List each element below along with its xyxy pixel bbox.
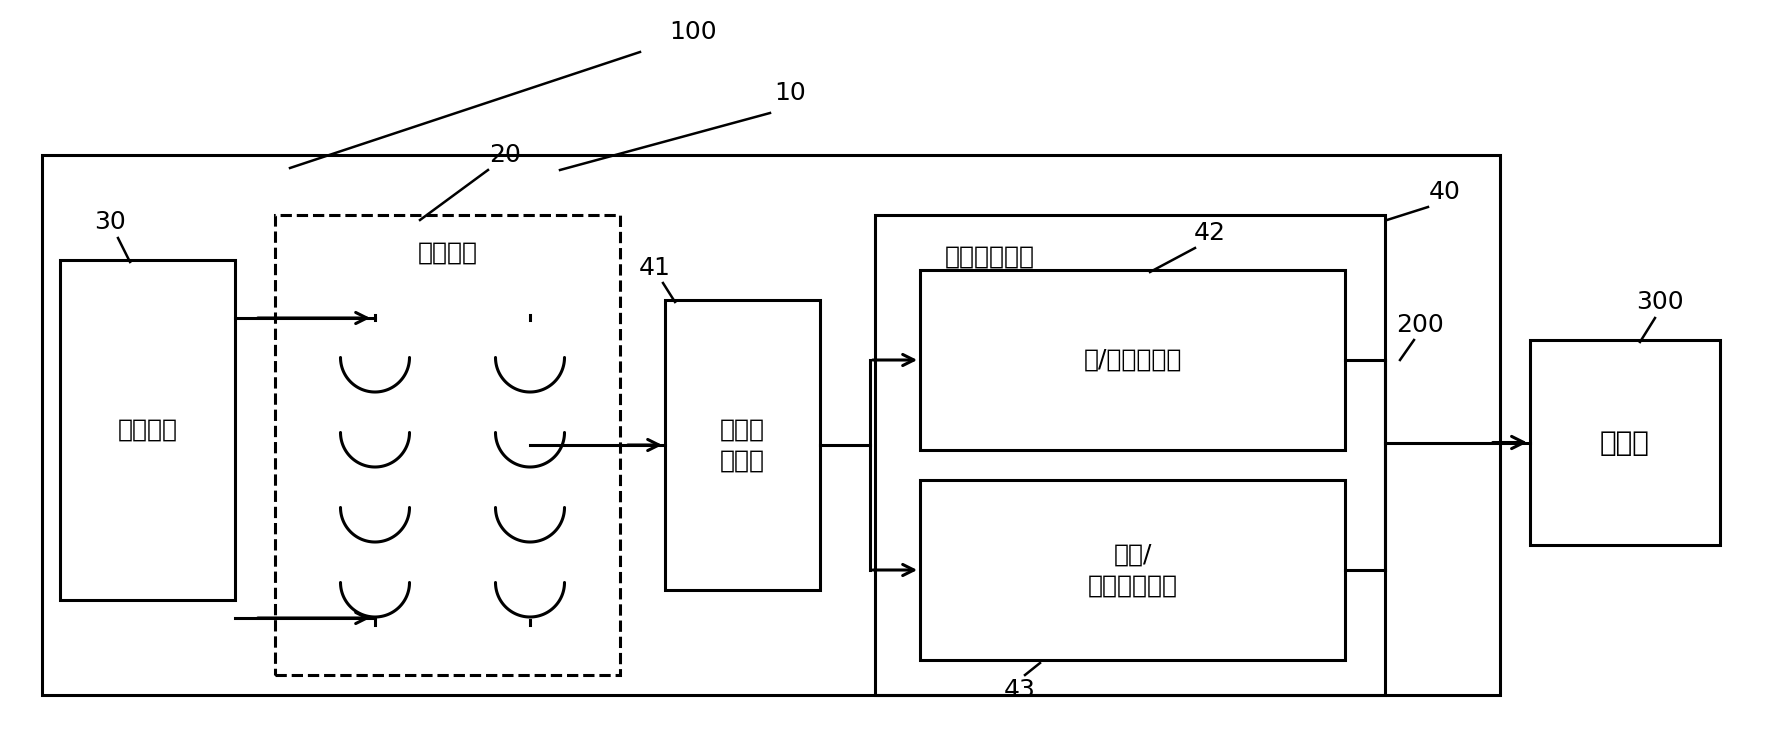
Text: 敏感元件: 敏感元件 bbox=[417, 241, 478, 265]
Text: 电压/
电流转换电路: 电压/ 电流转换电路 bbox=[1088, 542, 1178, 598]
Bar bbox=[665, 300, 821, 590]
Bar bbox=[42, 155, 1500, 695]
Text: 300: 300 bbox=[1636, 290, 1684, 314]
Text: 30: 30 bbox=[94, 210, 126, 234]
Text: 43: 43 bbox=[1005, 678, 1037, 702]
Text: 41: 41 bbox=[639, 256, 670, 280]
Text: 42: 42 bbox=[1194, 221, 1226, 245]
Bar bbox=[1530, 340, 1719, 545]
Bar bbox=[920, 270, 1344, 450]
Bar bbox=[876, 215, 1385, 695]
Text: 40: 40 bbox=[1429, 180, 1461, 204]
Text: 激励电路: 激励电路 bbox=[117, 418, 177, 442]
Text: 10: 10 bbox=[775, 81, 807, 105]
Text: 模/数转换电路: 模/数转换电路 bbox=[1083, 348, 1182, 372]
Text: 上位机: 上位机 bbox=[1601, 429, 1650, 456]
Text: 运算放
大电路: 运算放 大电路 bbox=[720, 417, 764, 473]
Text: 20: 20 bbox=[488, 143, 520, 167]
Text: 100: 100 bbox=[669, 20, 716, 44]
Bar bbox=[920, 480, 1344, 660]
Bar bbox=[274, 215, 619, 675]
Text: 输出调制电路: 输出调制电路 bbox=[945, 245, 1035, 269]
Bar bbox=[60, 260, 235, 600]
Text: 200: 200 bbox=[1396, 313, 1444, 337]
